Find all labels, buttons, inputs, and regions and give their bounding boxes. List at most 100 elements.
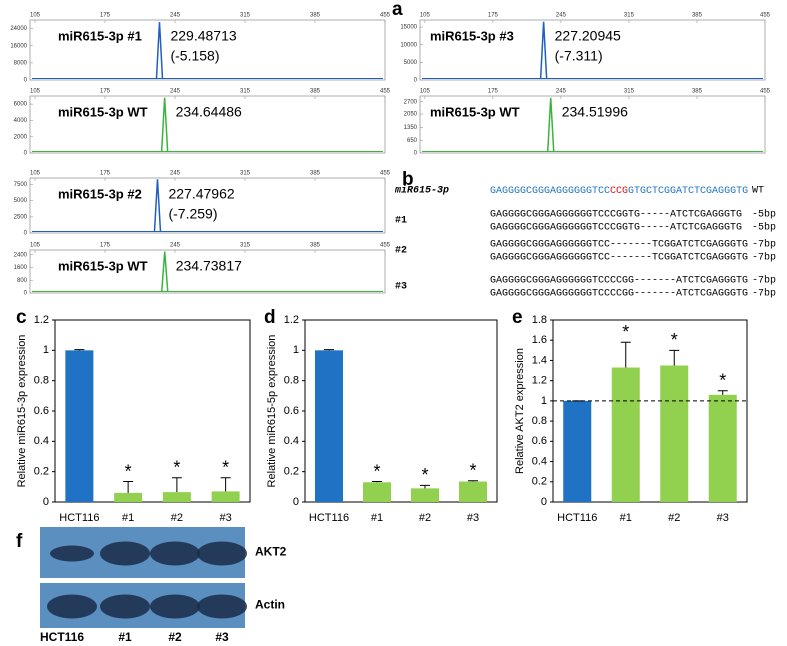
y-tick-label: 1 [43,344,49,356]
peak-position: 234.73817 [176,258,242,274]
trace-frame [29,249,386,294]
y-axis-label: Relative miR615-3p expression [16,335,28,488]
sequence-part: CCG [610,186,628,197]
trace-name: miR615-3p #2 [58,186,142,201]
blot-band [150,594,200,619]
bar [563,400,592,502]
error-bar [468,480,478,482]
bar [660,365,689,502]
peak-shift: (-7.259) [168,206,217,222]
x-tick-label: 455 [760,89,771,95]
x-tick-label: #1 [371,512,383,524]
lane-label: #3 [215,630,229,644]
significance-star: * [421,465,428,485]
panel-label: d [264,307,276,328]
bar [114,492,143,502]
trace-frame [419,19,766,81]
x-tick-label: 245 [556,89,567,95]
x-tick-label: HCT116 [59,512,99,524]
allele-sequence: GAGGGGCGGGAGGGGGGTCCCCGG-------ATCTCGAGG… [490,289,748,300]
y-tick-label: 0 [24,78,28,84]
x-tick-label: 105 [420,89,431,95]
y-tick-label: 2500 [14,214,28,220]
reference-label: miR615-3p [394,185,449,197]
peak [539,21,548,79]
lane-label: HCT116 [40,630,84,644]
x-tick-label: 315 [240,89,251,95]
trace-frame [29,177,386,234]
y-tick-label: 0.2 [532,476,547,488]
y-tick-label: 2050 [404,112,418,118]
significance-star: * [622,322,629,342]
peak-position: 229.48713 [170,28,236,44]
y-tick-label: 1600 [14,265,28,271]
sequence-part: GAGGGGCGGGAGGGGGGTCC [490,186,610,197]
y-tick-label: 5000 [404,60,418,66]
error-bar [324,349,334,351]
x-tick-label: #1 [122,512,134,524]
peak-position: 227.47962 [168,186,234,202]
blot-band [197,594,247,619]
y-tick-label: 650 [407,138,418,144]
x-tick-label: 315 [624,13,635,19]
panel-label: a [392,0,403,20]
peak [160,97,169,152]
clone-label: #2 [395,246,407,257]
bar [363,482,391,502]
sequence-part: GTGCTCGGATCTCGAGGGTG [628,186,748,197]
peak-position: 227.20945 [555,28,621,44]
y-tick-label: 0.2 [34,466,49,478]
y-axis-label: Relative AKT2 expression [514,348,526,474]
blot-band [100,594,150,619]
error-bar [220,477,231,492]
y-tick-label: 0 [541,496,547,508]
x-tick-label: 455 [380,243,391,249]
error-bar [717,390,728,395]
reference-sequence: GAGGGGCGGGAGGGGGGTCCCCGGTGCTCGGATCTCGAGG… [490,186,748,197]
y-tick-label: 0.4 [34,435,49,447]
x-tick-label: HCT116 [557,512,597,524]
x-tick-label: 315 [240,171,251,177]
x-tick-label: 175 [488,89,499,95]
y-tick-label: 24000 [10,26,27,32]
significance-star: * [222,457,229,477]
y-tick-label: 2700 [404,99,418,105]
significance-star: * [469,461,476,481]
trace-frame [419,95,766,154]
x-tick-label: 245 [170,13,181,19]
significance-star: * [173,457,180,477]
peak [160,251,169,292]
x-tick-label: 455 [380,89,391,95]
band-label: AKT2 [255,545,287,559]
band-label: Actin [255,598,285,612]
allele-deletion: -5bp [752,222,776,234]
peak [153,179,162,232]
x-tick-label: #3 [220,512,232,524]
significance-star: * [125,461,132,481]
bar [411,488,439,502]
x-tick-label: 105 [420,13,431,19]
x-tick-label: 455 [380,13,391,19]
x-tick-label: #2 [419,512,431,524]
bar [211,491,240,502]
trace-name: miR615-3p WT [430,104,520,119]
x-tick-label: #2 [668,512,680,524]
y-tick-label: 2000 [14,134,28,140]
peak-position: 234.64486 [176,104,242,120]
y-tick-label: 0 [24,151,28,157]
peak [546,97,555,152]
y-tick-label: 5000 [14,198,28,204]
y-tick-label: 0.8 [34,375,49,387]
error-bar [123,481,134,493]
y-tick-label: 15000 [400,25,417,31]
y-tick-label: 7500 [14,182,28,188]
x-tick-label: 105 [30,13,41,19]
significance-star: * [671,330,678,350]
panel-label: f [16,531,23,552]
blot-band [100,541,150,566]
y-tick-label: 8000 [14,60,28,66]
x-tick-label: #2 [171,512,183,524]
reference-tag: WT [752,186,764,197]
blot-band [197,541,247,566]
